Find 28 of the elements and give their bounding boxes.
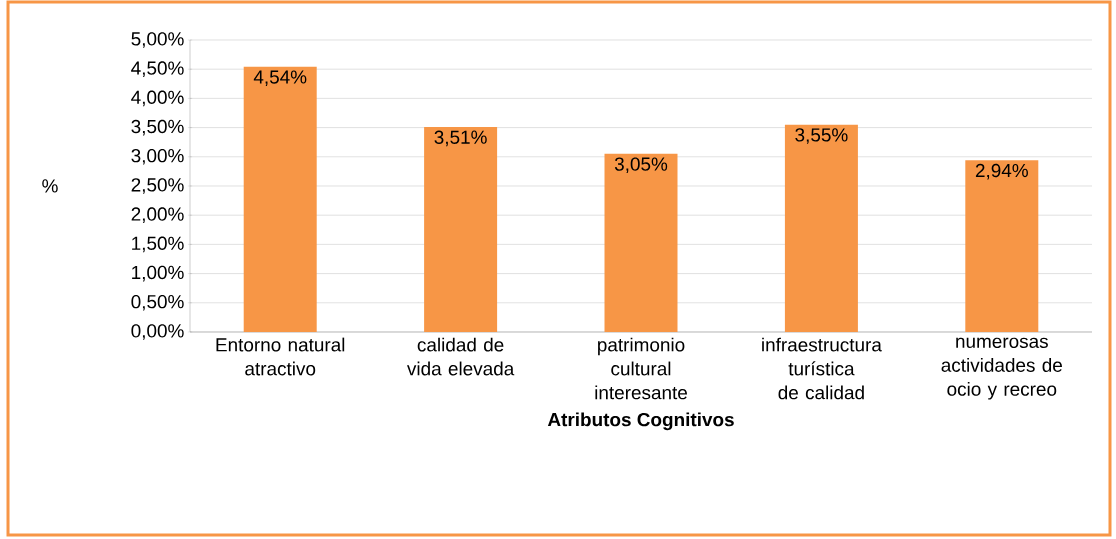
bar <box>784 124 858 332</box>
bar <box>604 153 678 332</box>
x-tick-label: numerosas actividades de ocio y recreo <box>941 337 1062 400</box>
y-tick-label: 3,50% <box>131 119 184 136</box>
data-label: 4,54% <box>253 70 307 86</box>
data-label: 2,94% <box>975 163 1028 180</box>
x-tick-label: patrimonio cultural interesante <box>595 337 687 400</box>
x-tick-label: calidad de vida elevada <box>407 337 515 376</box>
y-tick-label: 0,00% <box>131 324 184 340</box>
y-tick-label: 3,00% <box>131 148 184 165</box>
y-tick-label: 1,00% <box>132 265 184 282</box>
x-axis-title: Atributos Cognitivos <box>547 412 734 431</box>
y-tick-label: 4,50% <box>131 61 184 78</box>
bar <box>424 127 498 332</box>
y-axis-title: % <box>42 179 58 193</box>
y-tick-label: 0,50% <box>131 294 184 311</box>
x-tick-label: Entorno natural atractivo <box>216 337 345 376</box>
data-label: 3,51% <box>434 130 487 147</box>
data-label: 3,05% <box>614 157 668 174</box>
y-tick-label: 2,50% <box>131 178 184 194</box>
y-tick-label: 4,00% <box>131 90 184 107</box>
x-tick-label: infraestructura turística de calidad <box>762 337 882 400</box>
y-tick-label: 5,00% <box>131 32 184 48</box>
bar <box>243 66 317 332</box>
y-tick-label: 1,50% <box>132 236 184 253</box>
data-label: 3,55% <box>795 128 848 144</box>
y-tick-label: 2,00% <box>131 207 184 224</box>
bar <box>965 160 1039 332</box>
